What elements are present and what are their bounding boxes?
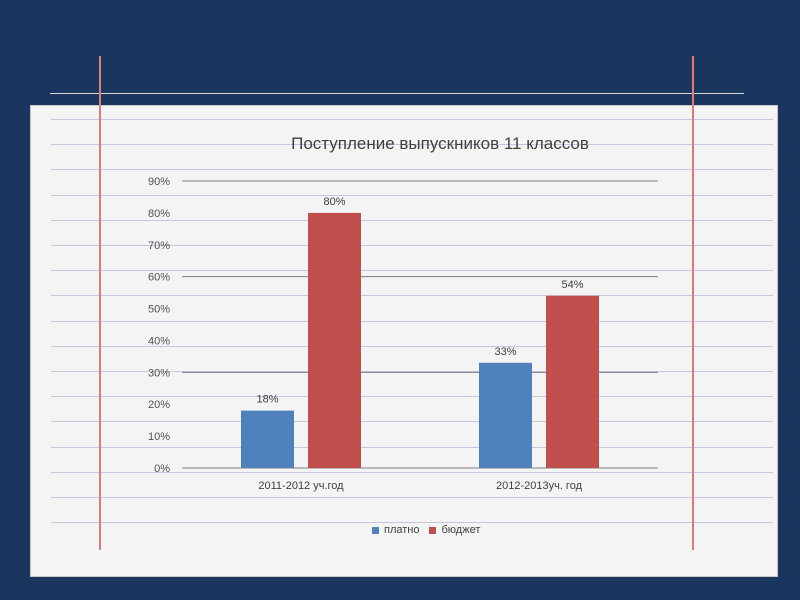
- bar: [546, 295, 599, 468]
- ruled-line: [51, 421, 773, 422]
- ruled-line: [51, 497, 773, 498]
- left-margin-line: [99, 56, 101, 550]
- y-tick-label: 50%: [148, 304, 170, 316]
- data-label: 80%: [323, 196, 345, 208]
- bar: [308, 212, 361, 468]
- y-tick-label: 70%: [148, 240, 170, 252]
- y-tick-label: 30%: [148, 367, 170, 379]
- ruled-line: [51, 119, 773, 120]
- chart-legend: платно бюджет: [372, 524, 490, 536]
- legend-label-series-2: бюджет: [441, 524, 481, 536]
- y-tick-label: 60%: [148, 272, 170, 284]
- ruled-line: [51, 346, 773, 347]
- chart-title: Поступление выпускников 11 классов: [291, 134, 589, 153]
- ruled-line: [51, 295, 773, 296]
- ruled-line: [51, 245, 773, 246]
- ruled-line: [51, 396, 773, 397]
- ruled-line: [51, 270, 773, 271]
- right-margin-line: [692, 56, 694, 550]
- data-label: 33%: [494, 346, 516, 358]
- bar: [479, 362, 532, 468]
- ruled-line: [51, 522, 773, 523]
- legend-label-series-1: платно: [384, 524, 420, 536]
- chart-panel: [30, 105, 778, 577]
- bar: [241, 410, 294, 468]
- ruled-line: [51, 195, 773, 196]
- y-tick-label: 80%: [148, 208, 170, 220]
- y-tick-label: 10%: [148, 431, 170, 443]
- legend-swatch-series-2: [429, 526, 437, 534]
- data-label: 18%: [256, 394, 278, 406]
- slide-top-rule: [50, 93, 744, 94]
- legend-swatch-series-1: [372, 526, 379, 534]
- y-tick-label: 0%: [154, 463, 170, 475]
- ruled-line: [51, 472, 773, 473]
- x-category-label: 2011-2012 уч.год: [258, 480, 344, 492]
- ruled-line: [51, 144, 773, 145]
- x-category-label: 2012-2013уч. год: [496, 480, 583, 492]
- ruled-line: [51, 447, 773, 448]
- ruled-line: [51, 371, 773, 372]
- y-tick-label: 40%: [148, 335, 170, 347]
- ruled-line: [51, 220, 773, 221]
- ruled-line: [51, 169, 773, 170]
- y-tick-label: 20%: [148, 399, 170, 411]
- legend-item-series-1: платно: [372, 524, 419, 536]
- legend-item-series-2: бюджет: [429, 524, 480, 536]
- y-tick-label: 90%: [148, 176, 170, 188]
- data-label: 54%: [561, 279, 583, 291]
- ruled-line: [51, 321, 773, 322]
